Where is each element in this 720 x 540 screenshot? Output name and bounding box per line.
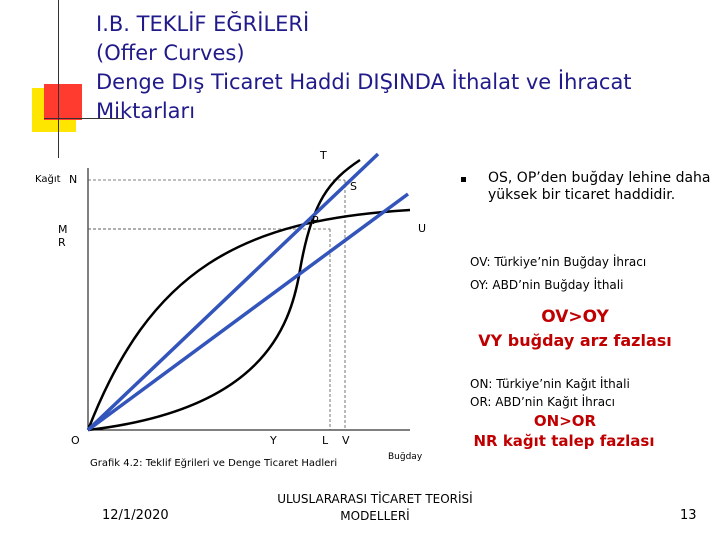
footer-date: 12/1/2020: [102, 508, 169, 523]
label-p: P: [312, 214, 319, 227]
title-line-2: (Offer Curves): [96, 41, 245, 65]
terms-of-trade-line-os: [86, 152, 380, 432]
footer-page-number: 13: [680, 508, 697, 523]
note-terms-of-trade: OS, OP’den buğday lehine daha yüksek bir…: [488, 170, 711, 203]
decorative-vertical-line: [58, 0, 59, 158]
decorative-horizontal-line: [44, 118, 124, 119]
label-n: N: [69, 173, 77, 186]
note-ov: OV: Türkiye’nin Buğday İhracı: [470, 255, 647, 269]
note-on: ON: Türkiye’nin Kağıt İthali: [470, 377, 630, 391]
note-oy: OY: ABD’nin Buğday İthali: [470, 278, 624, 292]
label-o: O: [71, 434, 80, 447]
label-l: L: [322, 434, 329, 447]
terms-of-trade-line-op: [86, 192, 410, 432]
offer-curves-diagram: T Kağıt N S P M R U O Y L V Buğday Grafi…: [35, 149, 426, 469]
decorative-red-square: [44, 84, 82, 120]
label-v: V: [342, 434, 350, 447]
offer-curve-lower: [87, 158, 361, 432]
footer-course-line-2: MODELLERİ: [340, 509, 410, 523]
label-bugday: Buğday: [388, 452, 423, 462]
label-s: S: [350, 180, 357, 193]
note-nr-excess: NR kağıt talep fazlası: [473, 432, 655, 450]
note-or: OR: ABD’nin Kağıt İhracı: [470, 395, 615, 409]
offer-curve-upper: [86, 208, 411, 431]
title-line-3: Denge Dış Ticaret Haddi DIŞINDA İthalat …: [96, 70, 632, 94]
note-ov-gt-oy: OV>OY: [541, 307, 609, 327]
label-r: R: [58, 236, 66, 249]
slide-title: I.B. TEKLİF EĞRİLERİ (Offer Curves) Deng…: [96, 10, 696, 126]
footer-course-line-1: ULUSLARARASI TİCARET TEORİSİ: [277, 492, 473, 506]
title-line-4: Miktarları: [96, 99, 196, 123]
bullet-square-icon: [461, 177, 466, 182]
label-y: Y: [269, 434, 277, 447]
diagram-caption: Grafik 4.2: Teklif Eğrileri ve Denge Tic…: [90, 457, 337, 469]
footer-course: ULUSLARARASI TİCARET TEORİSİ MODELLERİ: [260, 491, 490, 525]
label-kagit: Kağıt: [35, 173, 61, 185]
note-on-gt-or: ON>OR: [533, 412, 597, 430]
note-vy-excess: VY buğday arz fazlası: [478, 331, 672, 350]
label-m: M: [58, 223, 68, 236]
label-t: T: [319, 149, 327, 162]
title-line-1: I.B. TEKLİF EĞRİLERİ: [96, 12, 310, 36]
label-u: U: [418, 222, 426, 235]
